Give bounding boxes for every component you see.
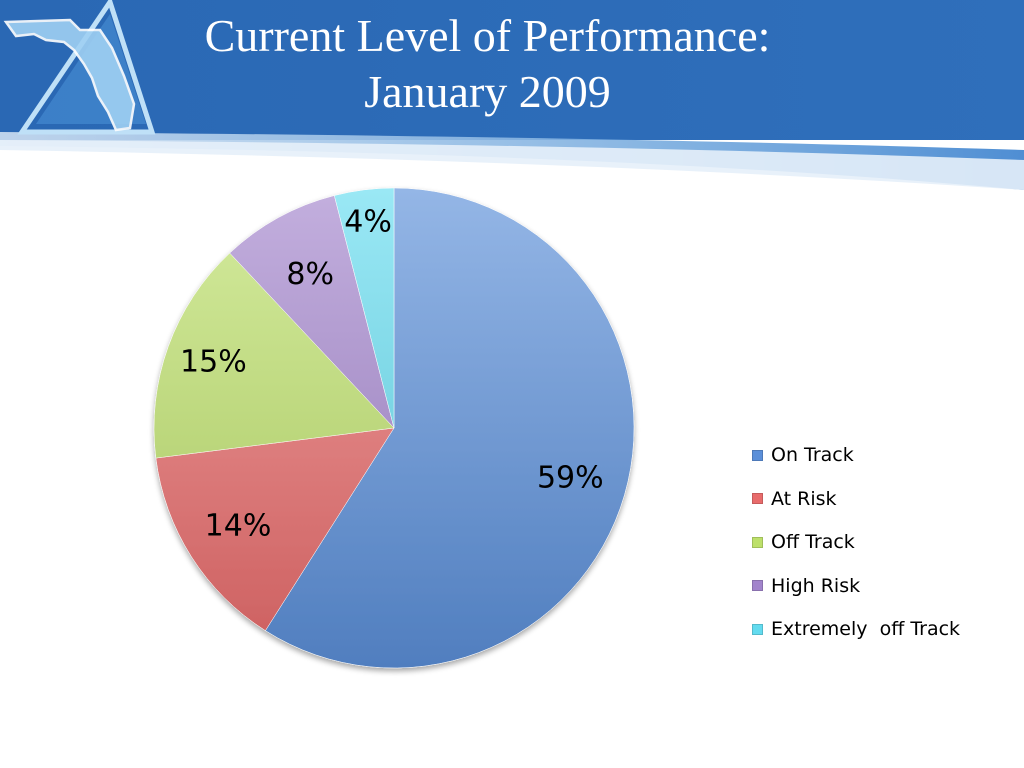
legend-swatch <box>752 536 763 548</box>
data-label-on-track: 59% <box>537 461 604 496</box>
data-label-high-risk: 8% <box>286 257 334 292</box>
legend-item: At Risk <box>752 488 960 510</box>
legend-swatch <box>752 580 763 592</box>
page-title: Current Level of Performance: January 20… <box>0 8 975 120</box>
pie-chart-svg: 59% 14% 15% 8% 4% <box>153 187 635 669</box>
legend-item: High Risk <box>752 575 960 597</box>
legend-item: Extremely off Track <box>752 618 960 640</box>
pie-slice-high-risk <box>229 195 395 429</box>
chart-legend: On Track At Risk Off Track High Risk Extreme… <box>752 444 960 662</box>
pie-slice-off-track <box>153 252 395 459</box>
header-banner <box>0 0 1024 190</box>
legend-item: On Track <box>752 444 960 466</box>
legend-label: Off Track <box>771 531 855 554</box>
data-label-extremely-off-track: 4% <box>344 205 392 240</box>
data-label-at-risk: 14% <box>205 509 272 544</box>
legend-swatch <box>752 623 763 635</box>
legend-swatch <box>752 449 763 461</box>
legend-label: Extremely off Track <box>771 618 961 641</box>
pie-slice-extremely-off-track <box>334 187 395 429</box>
legend-label: On Track <box>771 444 854 466</box>
title-line-1: Current Level of Performance: <box>204 10 771 61</box>
pie-chart: 59% 14% 15% 8% 4% On Track At Risk Off Track Hi… <box>0 150 1024 750</box>
pie-slice-at-risk <box>155 427 395 631</box>
legend-label: High Risk <box>771 574 861 597</box>
slide-header: Current Level of Performance: January 20… <box>0 0 1024 190</box>
legend-swatch <box>752 493 763 505</box>
title-line-2: January 2009 <box>364 66 611 117</box>
florida-triangle-logo-icon <box>3 0 156 135</box>
pie-slice-on-track <box>265 187 635 669</box>
legend-item: Off Track <box>752 531 960 553</box>
legend-label: At Risk <box>771 487 837 510</box>
data-label-off-track: 15% <box>180 345 247 380</box>
